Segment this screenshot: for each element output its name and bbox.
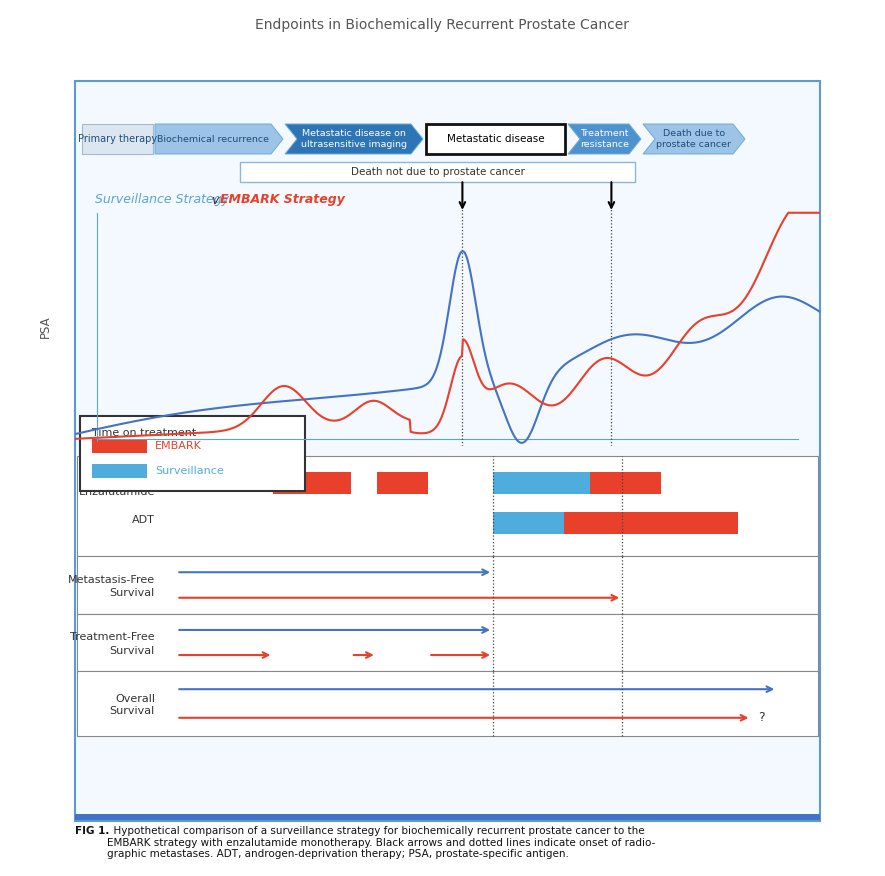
Text: Metastatic disease: Metastatic disease: [447, 134, 544, 144]
Bar: [240, 162, 635, 182]
Polygon shape: [155, 124, 283, 154]
Text: EMBARK: EMBARK: [155, 441, 202, 451]
Text: Survival: Survival: [110, 646, 155, 655]
Bar: [92, 464, 147, 478]
Text: EMBARK Strategy: EMBARK Strategy: [220, 194, 345, 207]
Text: Death not due to prostate cancer: Death not due to prostate cancer: [350, 167, 525, 177]
Text: FIG 1.: FIG 1.: [75, 826, 110, 836]
Bar: [493, 512, 738, 534]
Text: Metastatic disease on
ultrasensitive imaging: Metastatic disease on ultrasensitive ima…: [301, 130, 407, 149]
Bar: [77, 456, 818, 556]
Bar: [564, 512, 738, 534]
Text: Primary therapy: Primary therapy: [78, 134, 157, 144]
Bar: [75, 814, 820, 820]
Polygon shape: [285, 124, 423, 154]
Bar: [273, 472, 350, 494]
Bar: [426, 124, 565, 154]
Text: Survival: Survival: [110, 707, 155, 717]
Text: Surveillance: Surveillance: [155, 466, 224, 476]
Text: PSA: PSA: [39, 315, 51, 338]
Text: Endpoints in Biochemically Recurrent Prostate Cancer: Endpoints in Biochemically Recurrent Pro…: [255, 18, 629, 32]
Text: ADT: ADT: [132, 515, 155, 525]
Text: Treatment
resistance: Treatment resistance: [580, 130, 629, 149]
Polygon shape: [643, 124, 745, 154]
Bar: [77, 671, 818, 736]
Text: v: v: [208, 194, 223, 207]
Bar: [493, 472, 589, 494]
Text: Treatment-Free: Treatment-Free: [71, 632, 155, 642]
Text: ?: ?: [758, 711, 765, 724]
Polygon shape: [568, 124, 641, 154]
Text: Survival: Survival: [110, 588, 155, 598]
Text: Death due to
prostate cancer: Death due to prostate cancer: [657, 130, 732, 149]
Text: Surveillance Strategy: Surveillance Strategy: [95, 194, 229, 207]
Text: Time on treatment: Time on treatment: [92, 428, 196, 438]
Bar: [82, 124, 153, 154]
Text: Hypothetical comparison of a surveillance strategy for biochemically recurrent p: Hypothetical comparison of a surveillanc…: [107, 826, 656, 859]
Text: Enzalutamide: Enzalutamide: [79, 487, 155, 497]
Text: Metastasis-Free: Metastasis-Free: [68, 575, 155, 585]
Bar: [377, 472, 428, 494]
Bar: [77, 556, 818, 614]
Bar: [493, 472, 661, 494]
Text: Biochemical recurrence: Biochemical recurrence: [157, 135, 269, 144]
Bar: [75, 81, 820, 821]
Bar: [77, 614, 818, 671]
Bar: [80, 416, 305, 491]
Bar: [92, 439, 147, 453]
Text: Overall: Overall: [115, 694, 155, 703]
